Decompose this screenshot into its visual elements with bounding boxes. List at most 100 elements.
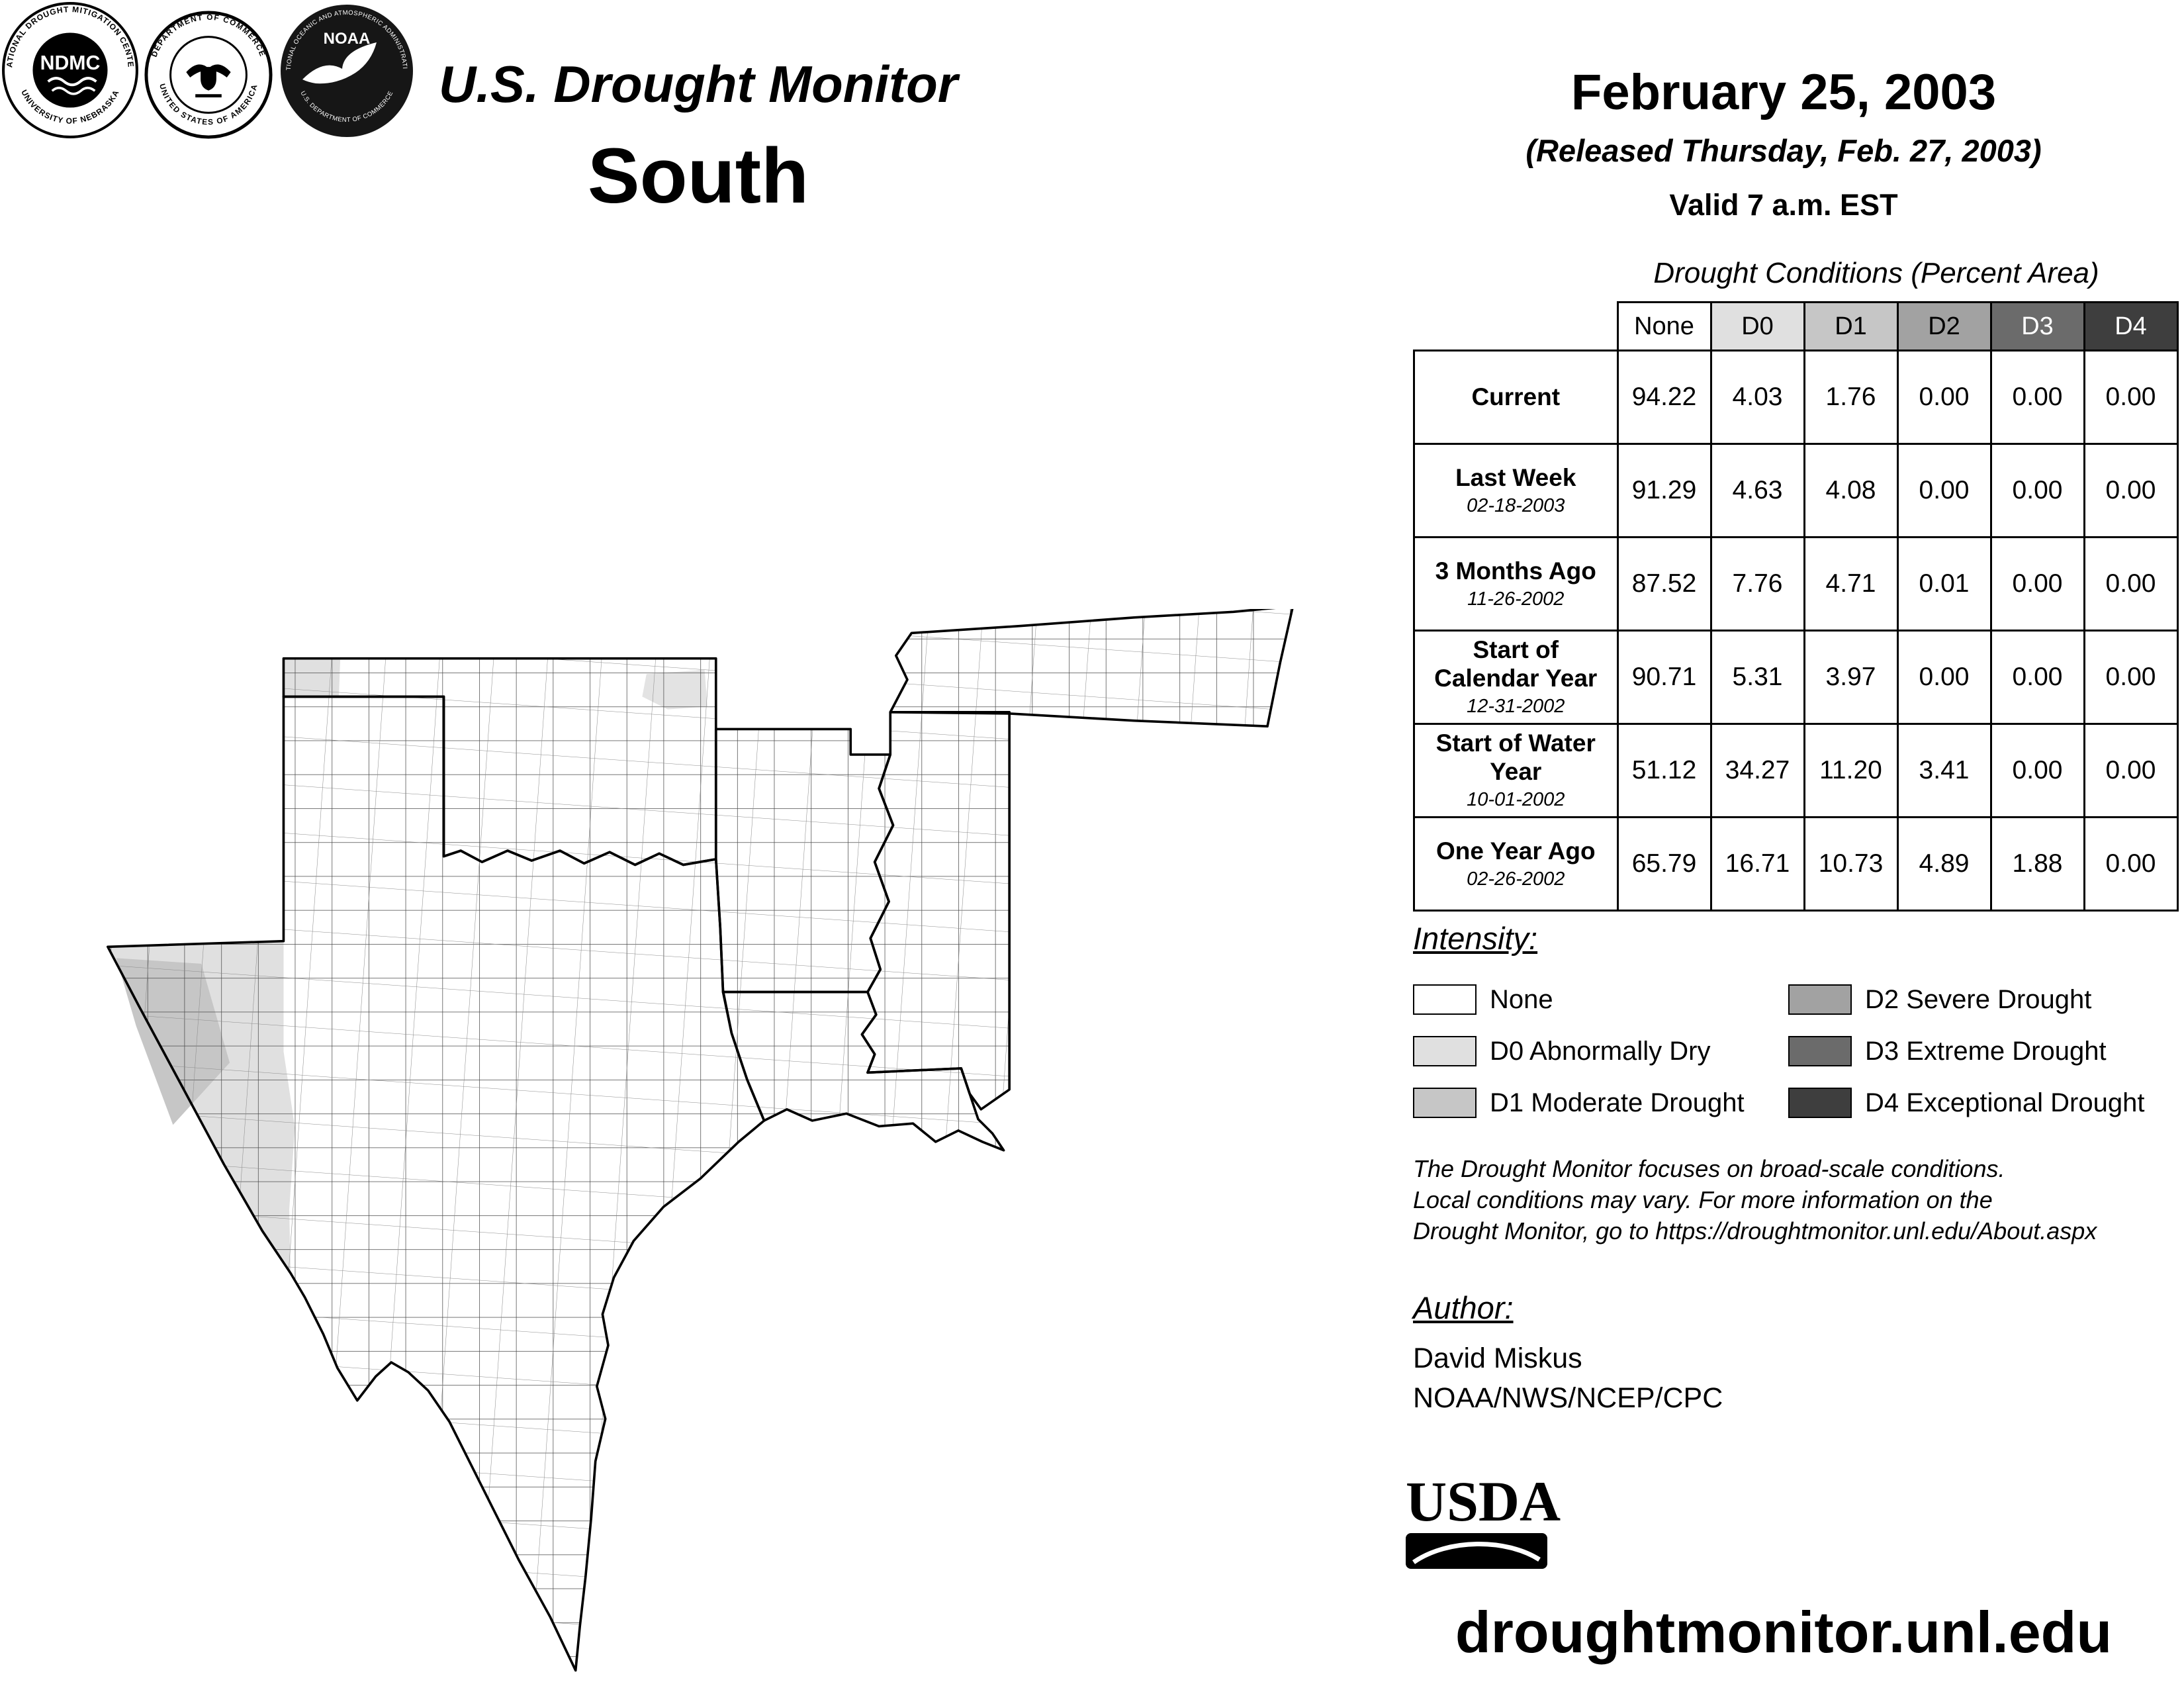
noaa-seagull-icon bbox=[302, 42, 377, 84]
ndmc-logo: NATIONAL DROUGHT MITIGATION CENTER UNIVE… bbox=[0, 0, 138, 138]
usda-logo-text: USDA bbox=[1406, 1470, 1561, 1533]
table-cell: 65.79 bbox=[1616, 816, 1712, 912]
legend-item-d2: D2 Severe Drought bbox=[1788, 984, 2144, 1015]
disclaimer-line: Drought Monitor, go to https://droughtmo… bbox=[1413, 1217, 2097, 1244]
region-title: South bbox=[587, 132, 809, 220]
table-cell: 10.73 bbox=[1803, 816, 1899, 912]
author-org: NOAA/NWS/NCEP/CPC bbox=[1413, 1382, 1723, 1414]
table-cell: 4.63 bbox=[1709, 443, 1805, 538]
ndmc-logo-text: NDMC bbox=[40, 52, 101, 74]
legend-item-d0: D0 Abnormally Dry bbox=[1413, 1035, 1745, 1067]
legend-swatch-d3 bbox=[1788, 1036, 1852, 1066]
table-header-row: None D0 D1 D2 D3 D4 bbox=[1414, 301, 2179, 352]
table-row-3-months-ago: 3 Months Ago 11-26-2002 87.52 7.76 4.71 0… bbox=[1413, 536, 2179, 632]
release-date: (Released Thursday, Feb. 27, 2003) bbox=[1525, 133, 2042, 168]
legend-label: D2 Severe Drought bbox=[1865, 984, 2092, 1014]
legend-label: D3 Extreme Drought bbox=[1865, 1036, 2107, 1066]
table-cell: 0.00 bbox=[1896, 630, 1992, 725]
table-cell: 51.12 bbox=[1616, 723, 1712, 818]
table-corner-cell bbox=[1414, 302, 1617, 351]
table-cell: 0.00 bbox=[1896, 443, 1992, 538]
row-label: One Year Ago 02-26-2002 bbox=[1413, 816, 1619, 912]
table-cell: 0.00 bbox=[1896, 350, 1992, 445]
col-header-d2: D2 bbox=[1896, 301, 1992, 352]
table-cell: 0.00 bbox=[1989, 536, 2085, 632]
author-heading: Author: bbox=[1413, 1290, 1514, 1325]
author-name: David Miskus bbox=[1413, 1342, 1582, 1374]
table-cell: 0.00 bbox=[2083, 443, 2179, 538]
table-cell: 94.22 bbox=[1616, 350, 1712, 445]
table-cell: 91.29 bbox=[1616, 443, 1712, 538]
legend-item-d4: D4 Exceptional Drought bbox=[1788, 1087, 2144, 1119]
table-cell: 0.00 bbox=[2083, 816, 2179, 912]
disclaimer-line: The Drought Monitor focuses on broad-sca… bbox=[1413, 1155, 2005, 1182]
col-header-d3: D3 bbox=[1989, 301, 2085, 352]
legend-column-left: None D0 Abnormally Dry D1 Moderate Droug… bbox=[1413, 984, 1745, 1139]
table-cell: 0.00 bbox=[1989, 723, 2085, 818]
table-cell: 4.08 bbox=[1803, 443, 1899, 538]
table-cell: 4.03 bbox=[1709, 350, 1805, 445]
legend-item-d1: D1 Moderate Drought bbox=[1413, 1087, 1745, 1119]
noaa-logo: NATIONAL OCEANIC AND ATMOSPHERIC ADMINIS… bbox=[275, 0, 413, 137]
legend-label: D4 Exceptional Drought bbox=[1865, 1088, 2145, 1117]
usda-logo: USDA bbox=[1406, 1470, 1561, 1569]
table-cell: 11.20 bbox=[1803, 723, 1899, 818]
col-header-d1: D1 bbox=[1803, 301, 1899, 352]
report-date: February 25, 2003 bbox=[1570, 64, 1997, 120]
table-cell: 90.71 bbox=[1616, 630, 1712, 725]
table-row-current: Current 94.22 4.03 1.76 0.00 0.00 0.00 bbox=[1413, 350, 2179, 445]
valid-time: Valid 7 a.m. EST bbox=[1669, 188, 1898, 222]
table-row-one-year-ago: One Year Ago 02-26-2002 65.79 16.71 10.73… bbox=[1413, 816, 2179, 912]
product-title: U.S. Drought Monitor bbox=[438, 55, 958, 113]
col-header-none: None bbox=[1616, 301, 1712, 352]
row-label: Start of Water Year 10-01-2002 bbox=[1413, 723, 1619, 818]
table-cell: 0.01 bbox=[1896, 536, 1992, 632]
table-cell: 0.00 bbox=[2083, 723, 2179, 818]
table-cell: 5.31 bbox=[1709, 630, 1805, 725]
table-cell: 4.71 bbox=[1803, 536, 1899, 632]
legend-swatch-d0 bbox=[1413, 1036, 1477, 1066]
commerce-seal: DEPARTMENT OF COMMERCE UNITED STATES OF … bbox=[144, 11, 273, 139]
row-label: Current bbox=[1413, 350, 1619, 445]
disclaimer-line: Local conditions may vary. For more info… bbox=[1413, 1186, 1993, 1213]
legend-swatch-d4 bbox=[1788, 1088, 1852, 1118]
footer-url: droughtmonitor.unl.edu bbox=[1455, 1599, 2113, 1665]
table-cell: 16.71 bbox=[1709, 816, 1805, 912]
row-label: 3 Months Ago 11-26-2002 bbox=[1413, 536, 1619, 632]
table-cell: 0.00 bbox=[1989, 350, 2085, 445]
table-cell: 1.88 bbox=[1989, 816, 2085, 912]
table-row-start-calendar-year: Start of Calendar Year 12-31-2002 90.71 5… bbox=[1413, 630, 2179, 725]
table-cell: 7.76 bbox=[1709, 536, 1805, 632]
table-cell: 0.00 bbox=[1989, 443, 2085, 538]
legend-swatch-none bbox=[1413, 984, 1477, 1015]
legend-swatch-d2 bbox=[1788, 984, 1852, 1015]
table-cell: 1.76 bbox=[1803, 350, 1899, 445]
table-cell: 0.00 bbox=[1989, 630, 2085, 725]
commerce-eagle-icon bbox=[186, 64, 232, 98]
row-label: Start of Calendar Year 12-31-2002 bbox=[1413, 630, 1619, 725]
table-cell: 0.00 bbox=[2083, 536, 2179, 632]
table-cell: 3.97 bbox=[1803, 630, 1899, 725]
col-header-d0: D0 bbox=[1709, 301, 1805, 352]
table-row-start-water-year: Start of Water Year 10-01-2002 51.12 34.2… bbox=[1413, 723, 2179, 818]
intensity-heading: Intensity: bbox=[1413, 921, 1538, 956]
legend-swatch-d1 bbox=[1413, 1088, 1477, 1118]
disclaimer: The Drought Monitor focuses on broad-sca… bbox=[1413, 1153, 2097, 1246]
table-cell: 3.41 bbox=[1896, 723, 1992, 818]
drought-conditions-table: None D0 D1 D2 D3 D4 Current 94.22 4.03 1… bbox=[1413, 301, 2179, 912]
noaa-logo-text: NOAA bbox=[324, 30, 371, 48]
county-lines bbox=[107, 609, 1293, 1671]
table-cell: 87.52 bbox=[1616, 536, 1712, 632]
legend-label: None bbox=[1490, 984, 1553, 1014]
table-cell: 0.00 bbox=[2083, 630, 2179, 725]
table-row-last-week: Last Week 02-18-2003 91.29 4.63 4.08 0.00… bbox=[1413, 443, 2179, 538]
legend-label: D0 Abnormally Dry bbox=[1490, 1036, 1711, 1066]
col-header-d4: D4 bbox=[2083, 301, 2179, 352]
table-cell: 34.27 bbox=[1709, 723, 1805, 818]
legend-item-none: None bbox=[1413, 984, 1745, 1015]
legend-label: D1 Moderate Drought bbox=[1490, 1088, 1745, 1117]
table-caption: Drought Conditions (Percent Area) bbox=[1653, 257, 2099, 289]
drought-map bbox=[107, 609, 1295, 1672]
row-label: Last Week 02-18-2003 bbox=[1413, 443, 1619, 538]
